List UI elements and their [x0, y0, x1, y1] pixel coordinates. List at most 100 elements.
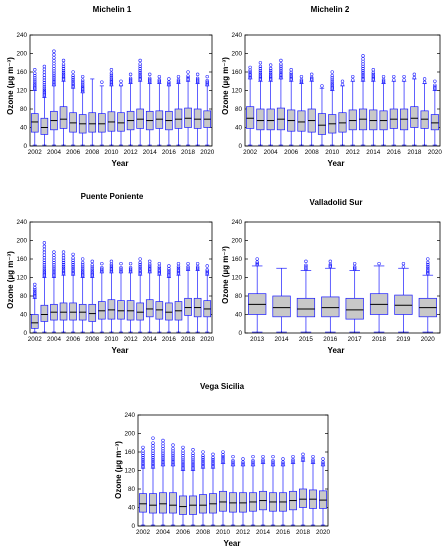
- y-tick-label: 120: [231, 275, 242, 282]
- outlier-point: [109, 71, 114, 75]
- x-tick-label: 2020: [200, 336, 215, 343]
- outlier-point: [71, 260, 75, 265]
- outlier-point: [205, 80, 209, 84]
- x-tick-label: 2014: [275, 336, 290, 343]
- outliers: [186, 261, 190, 272]
- outlier-point: [311, 458, 315, 462]
- x-tick-label: 2016: [387, 149, 402, 156]
- outlier-point: [171, 443, 175, 447]
- outlier-point: [205, 264, 209, 268]
- outlier-point: [61, 58, 66, 63]
- y-tick-label: 40: [235, 125, 243, 132]
- iqr-box: [30, 113, 39, 133]
- outlier-point: [255, 261, 259, 266]
- outlier-point: [42, 64, 47, 69]
- box-2019: [193, 261, 202, 333]
- iqr-box: [159, 492, 167, 514]
- x-tick-label: 2017: [348, 336, 363, 343]
- outlier-point: [52, 77, 56, 81]
- x-tick-label: 2006: [176, 529, 191, 536]
- iqr-box: [117, 112, 125, 132]
- outlier-point: [61, 70, 66, 75]
- y-tick-label: 200: [124, 431, 135, 438]
- outliers: [433, 79, 437, 91]
- outliers: [299, 74, 304, 85]
- y-tick-label: 200: [231, 238, 242, 245]
- outlier-point: [138, 260, 142, 265]
- outlier-point: [148, 72, 152, 76]
- outlier-point: [186, 266, 190, 270]
- outliers: [167, 77, 171, 87]
- outlier-point: [371, 68, 375, 72]
- x-tick-label: 2018: [372, 336, 387, 343]
- outlier-point: [119, 267, 123, 271]
- x-tick-label: 2002: [28, 149, 43, 156]
- outlier-point: [381, 74, 386, 79]
- box-2011: [117, 261, 125, 333]
- outlier-point: [33, 80, 37, 84]
- y-axis-label: Ozone (µg m⁻³): [114, 441, 123, 499]
- iqr-box: [30, 314, 39, 329]
- outlier-point: [426, 269, 430, 274]
- outlier-point: [381, 78, 386, 82]
- outlier-point: [268, 68, 273, 73]
- outlier-point: [157, 269, 161, 274]
- outlier-point: [148, 76, 152, 80]
- outlier-point: [310, 72, 314, 76]
- outlier-point: [141, 459, 145, 463]
- panel-michelin-1: Michelin 1 Ozone (µg m⁻³) Year 0 40 80 120 1…: [6, 5, 215, 168]
- outlier-point: [191, 465, 195, 469]
- x-tick-label: 2010: [104, 149, 119, 156]
- outlier-point: [195, 78, 200, 82]
- outlier-point: [90, 272, 94, 276]
- outlier-point: [52, 258, 56, 262]
- iqr-box: [199, 494, 207, 514]
- outlier-point: [289, 70, 293, 75]
- outlier-point: [181, 465, 185, 469]
- box-2010: [219, 450, 227, 526]
- x-tick-label: 2020: [316, 529, 331, 536]
- outliers: [109, 259, 114, 274]
- outlier-point: [176, 268, 181, 272]
- outlier-point: [279, 70, 283, 74]
- outlier-point: [231, 454, 235, 459]
- outlier-point: [268, 70, 273, 75]
- iqr-box: [117, 300, 125, 320]
- x-tick-label: 2014: [256, 529, 271, 536]
- outlier-point: [392, 74, 396, 79]
- box-2012: [239, 457, 247, 526]
- outlier-point: [176, 264, 181, 269]
- outlier-point: [258, 61, 263, 65]
- y-tick-label: 80: [20, 293, 28, 300]
- y-axis-label: Ozone (µg m⁻³): [221, 246, 230, 304]
- y-tick-label: 0: [238, 330, 242, 337]
- outlier-point: [52, 265, 56, 269]
- outlier-point: [340, 82, 345, 87]
- box-2018: [299, 452, 307, 526]
- outlier-point: [176, 79, 181, 83]
- outlier-point: [426, 257, 430, 261]
- box-2012: [348, 74, 357, 146]
- outlier-point: [109, 68, 114, 72]
- outlier-point: [81, 84, 85, 88]
- y-tick-label: 160: [231, 69, 242, 76]
- y-tick-label: 240: [124, 412, 135, 419]
- outlier-point: [211, 452, 215, 456]
- outlier-point: [181, 449, 185, 453]
- outlier-point: [81, 82, 85, 86]
- y-axis-label: Ozone (µg m⁻³): [221, 57, 230, 115]
- outlier-point: [42, 85, 47, 89]
- outliers: [201, 450, 205, 469]
- box-2003: [40, 241, 49, 333]
- box-2007: [297, 74, 306, 146]
- outlier-point: [392, 78, 396, 82]
- outliers: [205, 264, 209, 276]
- box-2008: [199, 450, 207, 526]
- outlier-point: [191, 461, 195, 466]
- outliers: [176, 74, 181, 85]
- outlier-point: [161, 449, 165, 453]
- outlier-point: [268, 74, 273, 78]
- outlier-point: [311, 459, 315, 463]
- box-2015: [296, 259, 316, 333]
